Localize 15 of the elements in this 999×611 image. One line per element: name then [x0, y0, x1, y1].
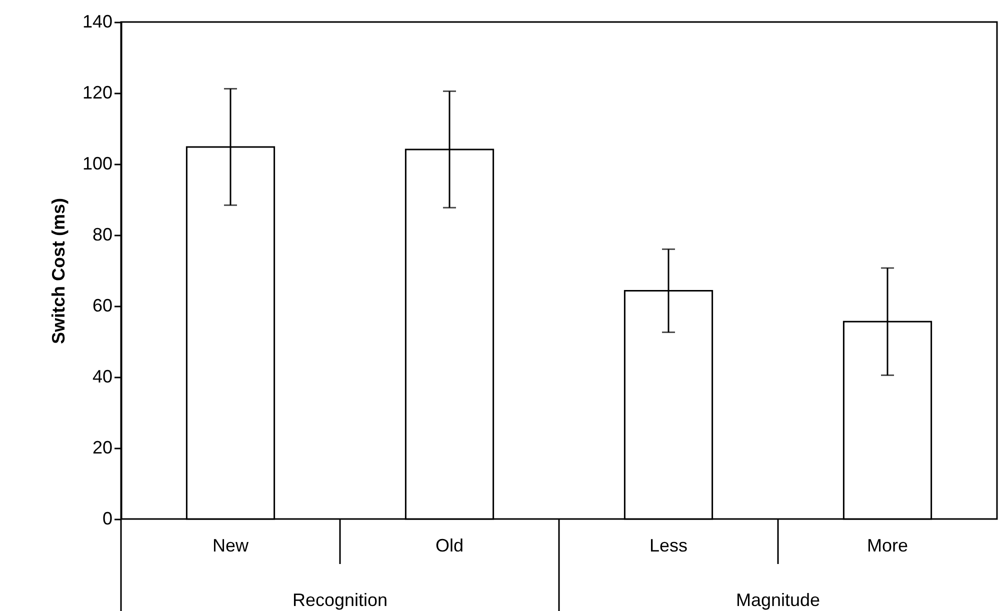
text: Magnitude — [736, 590, 820, 610]
x-tick-label: Less — [649, 536, 688, 556]
y-tick-label: 100 — [82, 154, 112, 174]
y-tick-label: 120 — [82, 82, 112, 102]
y-tick-label: 40 — [92, 366, 112, 386]
y-tick-label: 140 — [82, 12, 112, 32]
y-tick-label: 0 — [102, 508, 112, 528]
x-tick-label: Old — [435, 536, 464, 556]
y-tick-label: 60 — [92, 296, 112, 316]
y-tick-label: 20 — [92, 438, 112, 458]
y-tick-label: 80 — [92, 224, 112, 244]
x-tick-label: More — [866, 536, 908, 556]
y-axis-title: Switch Cost (ms) — [48, 198, 68, 344]
text: Recognition — [292, 590, 388, 610]
x-tick-label: New — [212, 536, 250, 556]
